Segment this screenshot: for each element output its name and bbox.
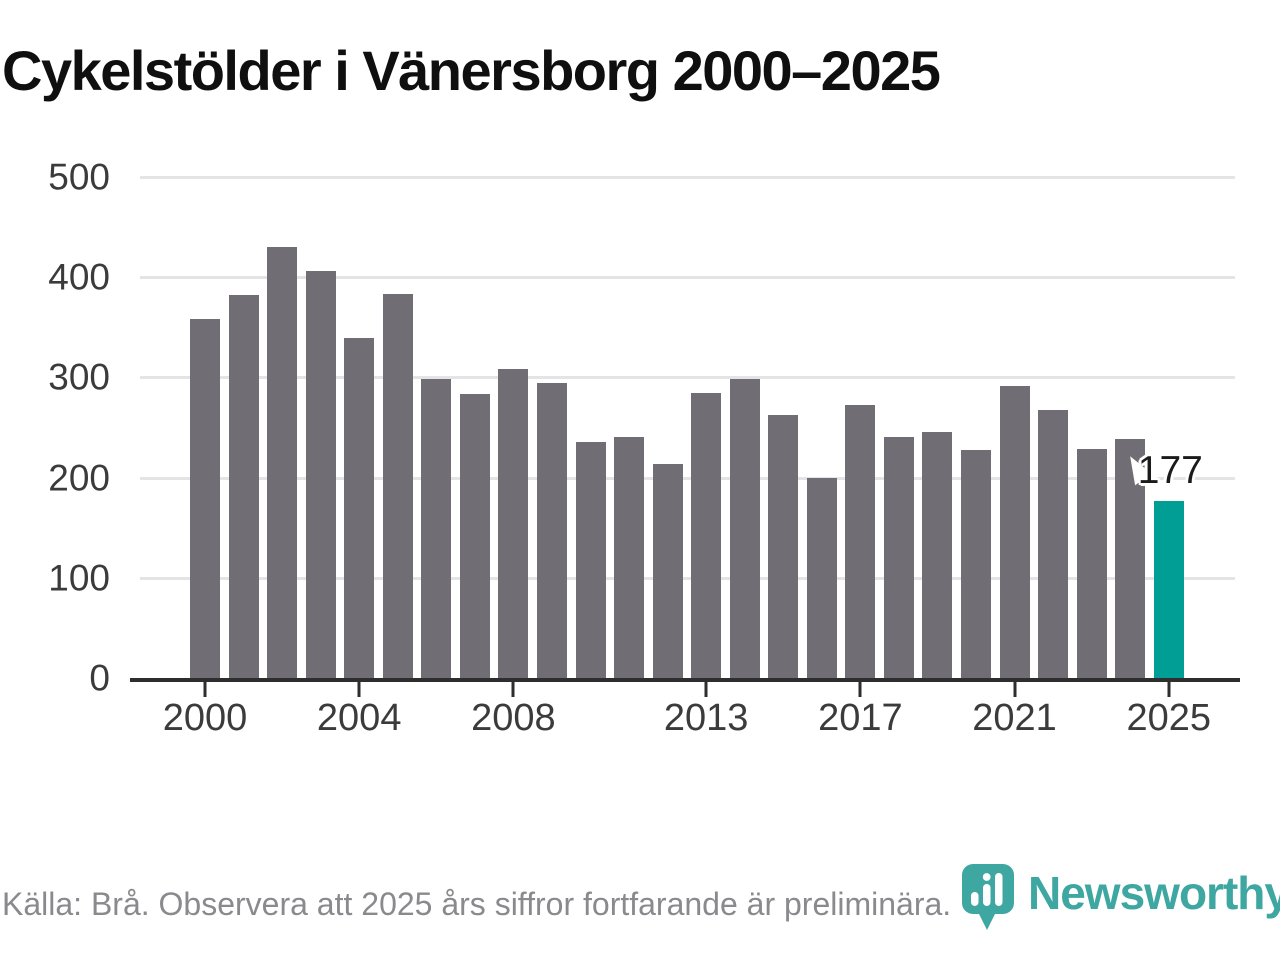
highlight-bar-2025 bbox=[1153, 500, 1184, 678]
bar-2017 bbox=[845, 405, 876, 678]
bar-2019 bbox=[922, 431, 953, 678]
gridline-y-300 bbox=[140, 376, 1235, 380]
bar-2001 bbox=[228, 295, 259, 678]
x-tick-label-2004: 2004 bbox=[316, 697, 402, 739]
bar-2014 bbox=[729, 379, 760, 678]
newsworthy-logo: Newsworthy bbox=[962, 862, 1280, 934]
x-tick-label-2008: 2008 bbox=[471, 697, 556, 739]
x-axis-line bbox=[130, 678, 1240, 682]
x-tick-label-2021: 2021 bbox=[972, 697, 1057, 739]
bar-2012 bbox=[652, 463, 683, 678]
y-tick-label-100: 100 bbox=[48, 557, 110, 599]
bar-2013 bbox=[691, 393, 722, 678]
y-tick-label-0: 0 bbox=[89, 657, 110, 699]
gridline-y-200 bbox=[140, 476, 1235, 480]
bar-2024 bbox=[1115, 438, 1146, 678]
bar-2002 bbox=[267, 247, 298, 678]
bar-2008 bbox=[498, 369, 529, 678]
bar-2016 bbox=[806, 477, 837, 678]
x-tick-mark-2021 bbox=[1013, 682, 1017, 697]
highlight-bar-data-label: 177 bbox=[1137, 448, 1203, 492]
bar-2018 bbox=[883, 436, 914, 678]
x-tick-mark-2000 bbox=[203, 682, 207, 697]
newsworthy-speech-bubble-bar-chart-icon bbox=[962, 864, 1014, 930]
x-tick-mark-2004 bbox=[357, 682, 361, 697]
x-tick-mark-2013 bbox=[704, 682, 708, 697]
gridline-y-500 bbox=[140, 176, 1235, 179]
bar-2004 bbox=[344, 338, 375, 678]
gridline-y-100 bbox=[140, 576, 1235, 580]
x-tick-mark-2008 bbox=[511, 682, 515, 697]
bar-2006 bbox=[421, 379, 452, 678]
bar-2022 bbox=[1038, 410, 1069, 678]
bar-2021 bbox=[999, 386, 1030, 678]
x-tick-label-2017: 2017 bbox=[818, 697, 903, 739]
bar-2000 bbox=[190, 319, 220, 678]
x-tick-mark-2017 bbox=[858, 682, 862, 697]
bar-2003 bbox=[305, 271, 336, 678]
y-tick-label-500: 500 bbox=[48, 156, 110, 198]
bar-2023 bbox=[1076, 448, 1107, 678]
bar-2007 bbox=[459, 394, 490, 678]
bar-2010 bbox=[575, 441, 606, 678]
bar-2015 bbox=[768, 415, 799, 678]
x-tick-label-2025: 2025 bbox=[1126, 697, 1212, 739]
bar-2020 bbox=[961, 449, 991, 678]
page-title: Cykelstölder i Vänersborg 2000–2025 bbox=[2, 39, 941, 102]
bar-2011 bbox=[614, 436, 645, 678]
bar-2005 bbox=[382, 294, 413, 678]
y-tick-label-400: 400 bbox=[48, 256, 110, 298]
x-tick-mark-2025 bbox=[1167, 682, 1171, 697]
y-tick-label-300: 300 bbox=[48, 356, 110, 398]
plot-area bbox=[140, 176, 1235, 678]
x-tick-label-2000: 2000 bbox=[162, 697, 248, 739]
gridline-y-400 bbox=[140, 276, 1235, 280]
newsworthy-wordmark: Newsworthy bbox=[1028, 867, 1280, 919]
x-tick-label-2013: 2013 bbox=[663, 697, 749, 739]
y-tick-label-200: 200 bbox=[48, 457, 110, 499]
source-note: Källa: Brå. Observera att 2025 års siffr… bbox=[2, 886, 952, 922]
bar-2009 bbox=[536, 383, 567, 678]
